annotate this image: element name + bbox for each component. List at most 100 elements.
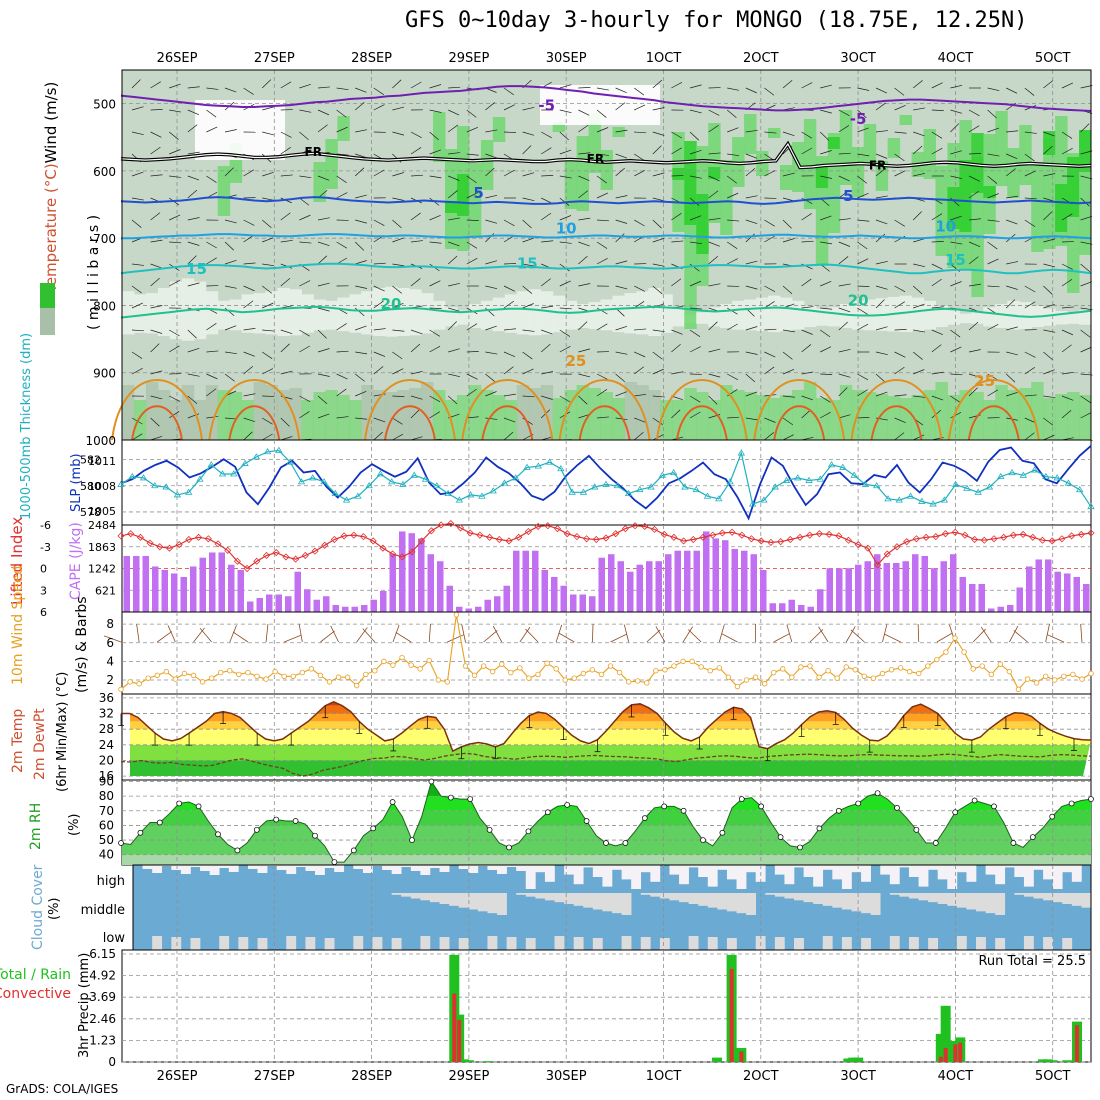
li-marker <box>330 535 338 544</box>
cape-bar <box>551 576 558 612</box>
isotherm-10 <box>121 233 1092 240</box>
wind-barb <box>206 322 217 331</box>
wind-barb <box>1024 351 1036 358</box>
wind-barb <box>262 417 273 425</box>
wind-barb <box>280 212 291 221</box>
wind-barb <box>150 417 160 427</box>
wind-marker <box>136 681 142 687</box>
wind-barb <box>838 373 851 378</box>
li-marker <box>815 530 823 538</box>
wind-barb <box>541 329 553 335</box>
cloud-high-gap <box>353 865 364 869</box>
wind-barb <box>689 411 701 419</box>
cloud-middle-gap <box>726 893 737 912</box>
precip-convective-bar <box>958 1042 963 1062</box>
wind-barb <box>884 633 901 643</box>
cloud-high-gap <box>822 865 833 870</box>
wind-barb <box>206 415 219 419</box>
cape-bar <box>883 562 890 612</box>
wind-barb <box>987 373 999 381</box>
wind-barb <box>558 632 575 643</box>
li-marker <box>641 522 649 531</box>
rh-lowlevel-patch <box>708 400 721 440</box>
li-marker <box>156 543 164 551</box>
wind-barb <box>354 307 365 317</box>
wind-marker <box>181 670 188 677</box>
li-marker <box>738 531 746 539</box>
rh-lowlevel-patch <box>744 392 757 440</box>
wind-barb <box>596 307 608 315</box>
cloud-high-gap <box>937 865 948 880</box>
rh-light-patch <box>672 307 685 327</box>
rh-marker <box>719 829 726 836</box>
wind-barb <box>150 81 161 89</box>
wind-barb <box>243 87 254 95</box>
wind-marker <box>888 667 895 673</box>
wind-barb <box>801 371 814 375</box>
cape-bar <box>228 564 235 612</box>
cloud-middle-gap <box>429 893 440 903</box>
wind-barb <box>448 282 460 287</box>
li-marker <box>825 530 833 538</box>
top-date-label: 28SEP <box>351 51 392 66</box>
wind-barb <box>280 81 292 89</box>
wind-barb <box>429 280 441 287</box>
upper-ytick-label: 800 <box>93 299 116 313</box>
rh-band <box>122 854 1091 865</box>
isotherm-30 <box>228 405 281 441</box>
rh-green-patch <box>756 151 769 176</box>
wind-marker <box>571 675 577 681</box>
wind-barb <box>838 307 851 313</box>
cloud-high-gap <box>142 865 153 869</box>
rh-ytick-label: 90 <box>99 774 114 788</box>
rh-light-patch <box>971 312 984 324</box>
wind-barb <box>912 211 922 221</box>
wind-barb <box>317 282 330 287</box>
wind-marker <box>698 664 704 670</box>
wind-barb <box>466 153 479 156</box>
cloud-low-gap <box>1062 938 1073 950</box>
cape-bar <box>532 550 539 612</box>
wind-barb <box>764 328 777 331</box>
cloud-low-gap <box>794 938 804 950</box>
rh-lowlevel-patch <box>839 385 853 440</box>
li-marker <box>912 535 920 543</box>
wind-barb <box>461 624 466 643</box>
wind-barb <box>913 434 925 441</box>
wind-barb <box>1024 170 1036 177</box>
wind-marker <box>825 668 831 674</box>
wind-barb <box>429 149 441 155</box>
wind-marker <box>227 668 233 674</box>
wind-barb <box>615 195 628 199</box>
wind-barb <box>931 329 943 336</box>
li-marker <box>1087 529 1095 537</box>
wind-barb <box>652 395 665 398</box>
rh-marker <box>544 809 551 816</box>
wind-barb <box>522 329 535 332</box>
cloud-high-gap <box>928 865 939 870</box>
wind-barb <box>168 131 179 140</box>
temp-ylabel: 2m Temp <box>10 709 26 773</box>
cape-bar <box>864 561 871 612</box>
wind-barb <box>355 87 367 93</box>
wind-barb <box>1080 263 1091 272</box>
rh-lowlevel-patch <box>887 396 901 440</box>
li-marker <box>262 551 271 560</box>
wind-barb <box>447 395 458 405</box>
wind-barb <box>559 346 571 353</box>
wind-barb <box>541 371 554 375</box>
cloud-high-gap <box>1004 865 1015 868</box>
wind-barb <box>708 241 720 247</box>
wind-barb <box>410 278 421 287</box>
wind-barb <box>466 351 479 353</box>
cloud-middle-gap <box>612 893 622 914</box>
wind-barb <box>373 431 383 441</box>
wind-barb <box>559 215 572 221</box>
bottom-date-label: 4OCT <box>938 1069 974 1084</box>
wind-barb <box>280 417 290 427</box>
wind-barb <box>224 325 237 331</box>
wind-barb <box>708 190 719 199</box>
thickness-marker <box>895 496 903 503</box>
thickness-marker <box>1030 466 1039 473</box>
wind-barb <box>229 625 237 643</box>
